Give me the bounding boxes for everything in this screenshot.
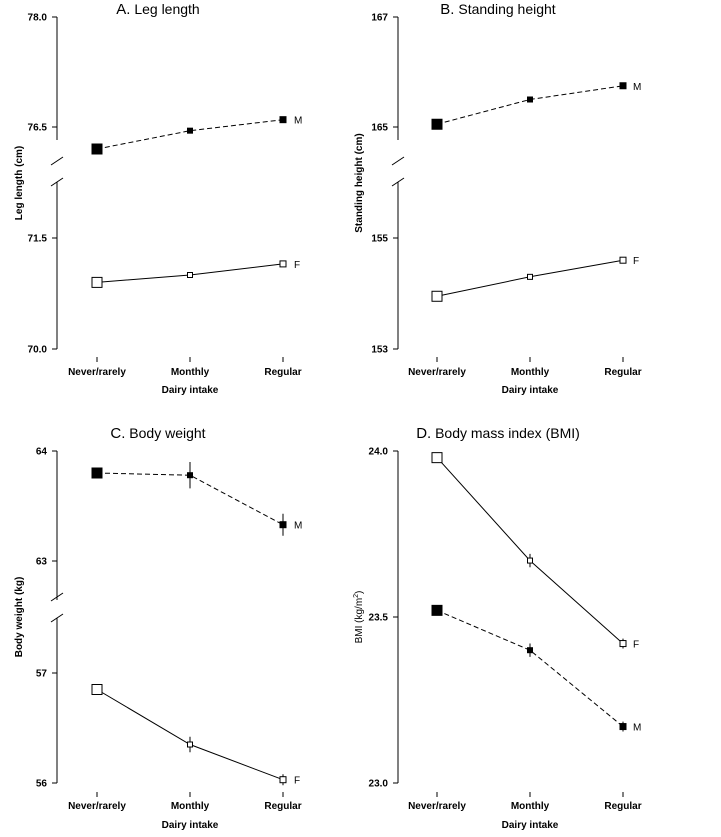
panel-title-text: Body mass index (BMI) <box>431 425 580 441</box>
data-point-F <box>91 276 103 288</box>
data-point-M <box>187 472 193 479</box>
data-point-M <box>91 143 103 155</box>
y-tick-label: 155 <box>371 234 388 245</box>
x-tick-label: Regular <box>264 801 301 812</box>
data-point-M <box>279 521 287 529</box>
x-tick-label: Regular <box>264 367 301 378</box>
y-tick-label: 76.5 <box>28 123 48 134</box>
series-label-M: M <box>294 521 302 532</box>
panel-letter: A. <box>116 1 130 18</box>
axis-break-mark <box>391 177 405 187</box>
series-label-F: F <box>633 640 639 651</box>
x-tick-label: Monthly <box>511 367 550 378</box>
y-tick-label: 165 <box>371 123 388 134</box>
y-axis-label: Leg length (cm) <box>14 146 25 220</box>
data-point-F <box>279 776 287 784</box>
series-label-F: F <box>633 256 639 267</box>
data-point-M <box>187 127 193 134</box>
x-tick-label: Never/rarely <box>408 367 466 378</box>
data-point-M <box>527 647 533 654</box>
x-axis-label: Dairy intake <box>502 820 559 831</box>
series-line-M <box>436 85 624 125</box>
data-point-F <box>279 260 287 268</box>
y-tick-label: 71.5 <box>28 234 48 245</box>
panel-title-text: Leg length <box>130 1 199 17</box>
y-tick-label: 78.0 <box>28 13 48 24</box>
y-tick-label: 23.5 <box>369 613 389 624</box>
panel-letter: D. <box>416 425 431 442</box>
data-point-F <box>619 640 627 648</box>
series-label-F: F <box>294 776 300 787</box>
series-line-F <box>436 457 624 644</box>
x-tick-label: Monthly <box>171 801 210 812</box>
axis-break-mark <box>391 156 405 166</box>
x-tick-label: Regular <box>604 801 641 812</box>
x-axis-label: Dairy intake <box>162 385 219 396</box>
data-point-F <box>91 684 103 695</box>
panel-title: B. Standing height <box>440 1 555 18</box>
data-point-M <box>431 118 443 130</box>
y-tick-label: 153 <box>371 345 388 356</box>
panel-d: D. Body mass index (BMI) 23.0 23.5 24.0 BMI … <box>353 425 642 831</box>
series-line-M <box>436 609 624 727</box>
y-tick-label: 56 <box>36 779 48 790</box>
panel-c: C. Body weight 63 64 56 57 Body weight (kg) Ne… <box>14 425 302 831</box>
data-point-F <box>431 452 443 464</box>
data-point-F <box>431 290 443 302</box>
data-point-F <box>187 272 193 278</box>
x-axis-label: Dairy intake <box>502 385 559 396</box>
panel-title: D. Body mass index (BMI) <box>416 425 580 442</box>
y-tick-label: 70.0 <box>28 345 48 356</box>
y-tick-label: 167 <box>371 13 388 24</box>
data-point-M <box>91 467 103 479</box>
series-label-F: F <box>294 260 300 271</box>
x-tick-label: Monthly <box>511 801 550 812</box>
panel-title: C. Body weight <box>110 425 205 442</box>
y-axis-label: BMI (kg/m2) <box>353 591 365 644</box>
data-point-F <box>527 273 533 280</box>
data-point-M <box>619 723 627 731</box>
series-label-M: M <box>633 82 641 93</box>
panel-letter: C. <box>110 425 125 442</box>
data-point-F <box>187 741 193 748</box>
panel-a: A. Leg length 76.5 78.0 70.0 71.5 Leg length … <box>14 1 302 396</box>
axis-break-mark <box>50 613 64 623</box>
panel-title-text: Body weight <box>125 425 205 441</box>
y-tick-label: 57 <box>36 669 48 680</box>
series-label-M: M <box>633 723 641 734</box>
series-line-M <box>96 119 284 150</box>
y-tick-label: 64 <box>36 447 48 458</box>
x-tick-label: Never/rarely <box>68 367 126 378</box>
y-axis-label: Standing height (cm) <box>354 133 365 232</box>
x-axis-label: Dairy intake <box>162 820 219 831</box>
x-tick-label: Regular <box>604 367 641 378</box>
data-point-F <box>527 557 533 564</box>
panel-letter: B. <box>440 1 454 18</box>
y-tick-label: 63 <box>36 557 48 568</box>
y-axis-label: Body weight (kg) <box>14 577 25 658</box>
data-point-M <box>619 82 627 90</box>
series-line-F <box>96 689 284 781</box>
series-line-M <box>96 472 284 526</box>
x-tick-label: Never/rarely <box>408 801 466 812</box>
series-label-M: M <box>294 116 302 127</box>
panel-title: A. Leg length <box>116 1 199 18</box>
y-tick-label: 23.0 <box>369 779 389 790</box>
panel-b: B. Standing height 165 167 153 155 Standing h… <box>354 1 642 396</box>
data-point-M <box>279 116 287 124</box>
axis-break-mark <box>50 177 64 187</box>
x-tick-label: Never/rarely <box>68 801 126 812</box>
y-tick-label: 24.0 <box>369 447 389 458</box>
axis-break-mark <box>50 592 64 602</box>
data-point-M <box>431 604 443 616</box>
data-point-F <box>619 256 627 264</box>
x-tick-label: Monthly <box>171 367 210 378</box>
data-point-M <box>527 96 533 103</box>
panel-title-text: Standing height <box>454 1 555 17</box>
axis-break-mark <box>50 156 64 166</box>
